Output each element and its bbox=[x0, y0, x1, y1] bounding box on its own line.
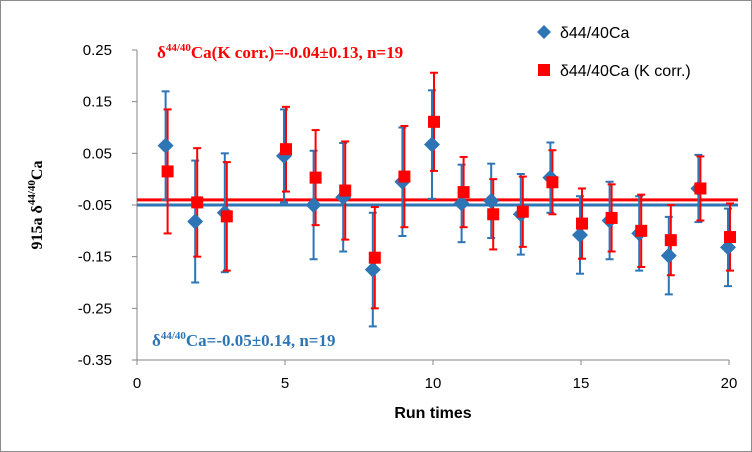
square-point bbox=[635, 224, 648, 237]
square-point bbox=[309, 171, 322, 184]
diamond-point bbox=[483, 192, 500, 209]
legend-label: δ44/40Ca bbox=[560, 25, 630, 42]
square-point bbox=[368, 251, 381, 264]
square-point bbox=[546, 176, 559, 189]
diamond-point bbox=[660, 247, 677, 264]
x-tick-label: 5 bbox=[281, 375, 289, 392]
square-point bbox=[516, 205, 529, 218]
legend-label: δ44/40Ca (K corr.) bbox=[560, 63, 691, 80]
stats-annotation-prefix: δ bbox=[152, 331, 161, 350]
stats-annotation: δ44/40Ca=-0.05±0.14, n=19 bbox=[152, 330, 336, 350]
axes: 0.25 0.15 0.05 -0.05 -0.15 -0.25 -0.35 0 5 10 15 20 bbox=[78, 42, 738, 392]
y-tick-label: 0.05 bbox=[83, 145, 112, 162]
stats-annotation-sup: 44/40 bbox=[161, 330, 187, 342]
y-tick-label: -0.35 bbox=[78, 352, 112, 369]
y-axis-title-suffix: Ca bbox=[29, 161, 46, 181]
diamond-point bbox=[424, 136, 440, 153]
stats-annotation-sup: 44/40 bbox=[166, 42, 192, 54]
legend-diamond-marker bbox=[537, 25, 551, 39]
data-marks bbox=[157, 71, 736, 328]
y-axis-title-prefix: 915a δ bbox=[29, 205, 46, 249]
mean-lines bbox=[137, 198, 738, 207]
square-point bbox=[457, 186, 470, 199]
diamond-point bbox=[305, 197, 322, 213]
square-point bbox=[487, 208, 500, 221]
y-tick-label: 0.15 bbox=[83, 94, 112, 111]
square-point bbox=[724, 231, 736, 244]
square-point bbox=[664, 234, 677, 247]
x-tick-label: 0 bbox=[133, 375, 141, 392]
square-point bbox=[428, 115, 440, 128]
square-point bbox=[605, 211, 618, 224]
square-point bbox=[280, 143, 292, 156]
legend: δ44/40Ca δ44/40Ca (K corr.) bbox=[537, 25, 691, 80]
y-tick-label: -0.25 bbox=[78, 300, 112, 317]
diamond-point bbox=[720, 239, 736, 256]
stats-annotation-prefix: δ bbox=[157, 43, 166, 62]
square-point bbox=[398, 170, 411, 183]
diamond-point bbox=[453, 195, 470, 212]
stats-annotation-text: Ca=-0.05±0.14, n=19 bbox=[186, 331, 336, 350]
diamond-point bbox=[572, 226, 588, 243]
y-axis-title-sup: 44/40 bbox=[26, 180, 38, 206]
square-point bbox=[339, 184, 352, 197]
square-point bbox=[191, 196, 204, 209]
diamond-point bbox=[187, 213, 204, 230]
y-tick-label: -0.15 bbox=[78, 249, 112, 266]
y-axis-title: 915a δ44/40Ca bbox=[26, 161, 46, 250]
x-axis-title: Run times bbox=[394, 405, 471, 422]
x-tick-label: 20 bbox=[721, 375, 738, 392]
square-point bbox=[161, 165, 174, 178]
square-point bbox=[576, 217, 588, 230]
x-tick-label: 10 bbox=[425, 375, 442, 392]
stats-annotation-text: Ca(K corr.)=-0.04±0.13, n=19 bbox=[191, 43, 403, 62]
diamond-point bbox=[157, 137, 174, 154]
y-tick-label: -0.05 bbox=[78, 197, 112, 214]
square-point bbox=[694, 182, 707, 195]
diamond-point bbox=[364, 261, 381, 278]
stats-annotation: δ44/40Ca(K corr.)=-0.04±0.13, n=19 bbox=[157, 42, 403, 62]
square-point bbox=[220, 210, 233, 223]
y-tick-label: 0.25 bbox=[83, 42, 112, 59]
x-tick-label: 15 bbox=[573, 375, 590, 392]
legend-square-marker bbox=[538, 64, 550, 76]
